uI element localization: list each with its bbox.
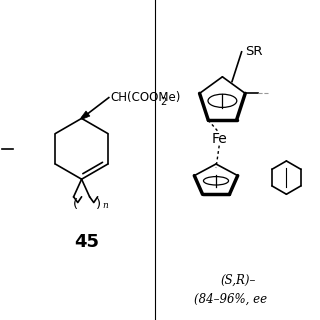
Text: (S,R)–: (S,R)– bbox=[221, 274, 256, 286]
Text: n: n bbox=[102, 201, 108, 210]
Text: ): ) bbox=[96, 198, 101, 211]
Text: 45: 45 bbox=[74, 233, 99, 251]
Text: SR: SR bbox=[245, 45, 262, 58]
Polygon shape bbox=[81, 111, 90, 119]
Text: (84–96%, ee: (84–96%, ee bbox=[194, 293, 267, 306]
Text: Fe: Fe bbox=[211, 132, 227, 146]
Text: CH(COOMe): CH(COOMe) bbox=[110, 91, 181, 104]
Text: (: ( bbox=[73, 198, 78, 211]
Text: 2: 2 bbox=[160, 97, 166, 108]
